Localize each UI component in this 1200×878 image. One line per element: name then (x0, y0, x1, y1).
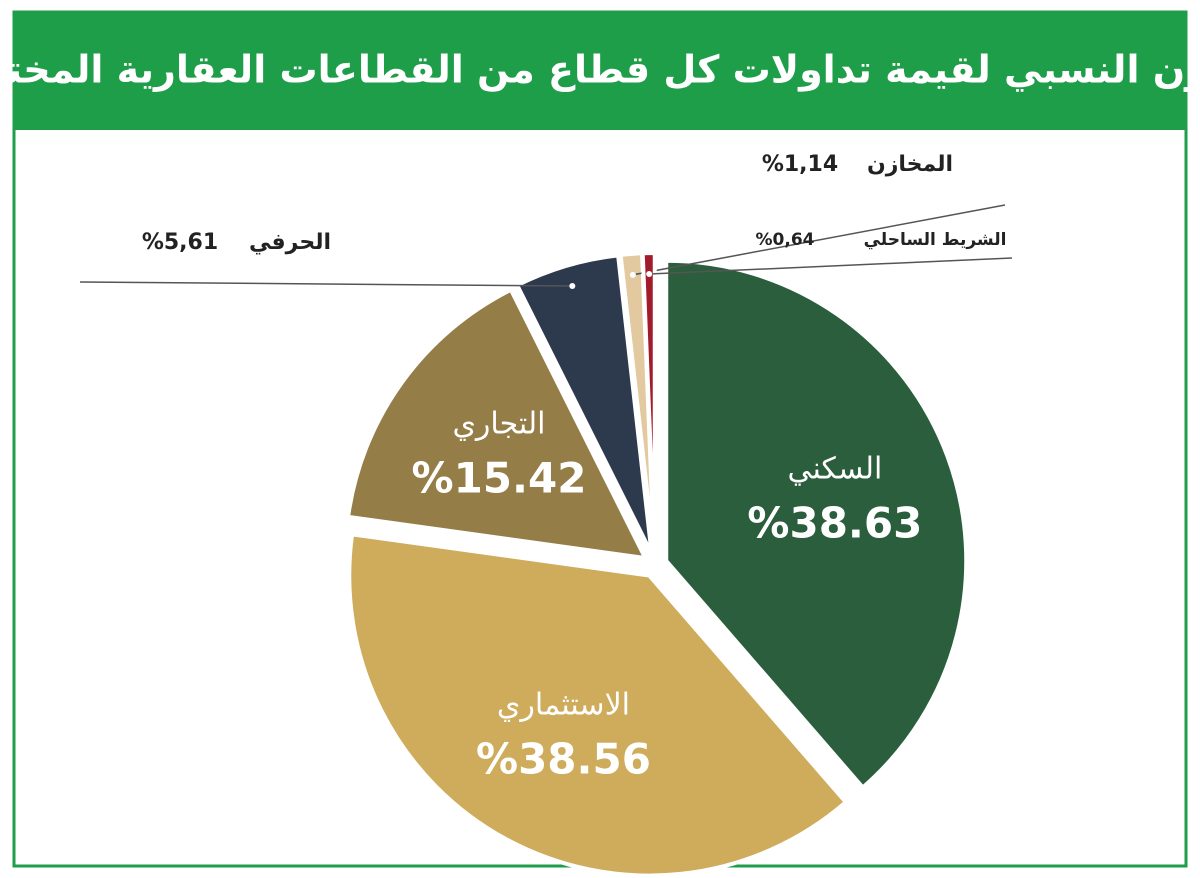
value-label: %38.63 (747, 498, 922, 547)
value-label: %0,64 (756, 230, 815, 250)
leader-dot (646, 271, 653, 278)
leader-dot (569, 282, 576, 289)
pie-slice (347, 532, 849, 878)
value-label: %38.56 (476, 734, 651, 783)
leader-line (632, 204, 1006, 276)
chart-title: الوزن النسبي لقيمة تداولات كل قطاع من ال… (0, 48, 1200, 93)
slice-label: السكني (787, 451, 882, 486)
pie-slice (640, 251, 657, 554)
slice-label: التجاري (452, 407, 545, 442)
pie-slice (345, 287, 649, 561)
leader-line (79, 281, 573, 287)
value-label: %1,14 (762, 152, 838, 177)
pie-slice (664, 258, 969, 791)
leader-dot (629, 271, 636, 278)
leader-line (649, 257, 1013, 275)
slice-label: المخازن (867, 152, 953, 177)
slice-label: الحرفي (249, 230, 331, 255)
value-label: %5,61 (142, 230, 218, 255)
slice-label: الشريط الساحلي (864, 230, 1007, 250)
slice-label: الاستثماري (497, 687, 630, 722)
value-label: %15.42 (411, 454, 586, 503)
title-bar (14, 12, 1186, 130)
